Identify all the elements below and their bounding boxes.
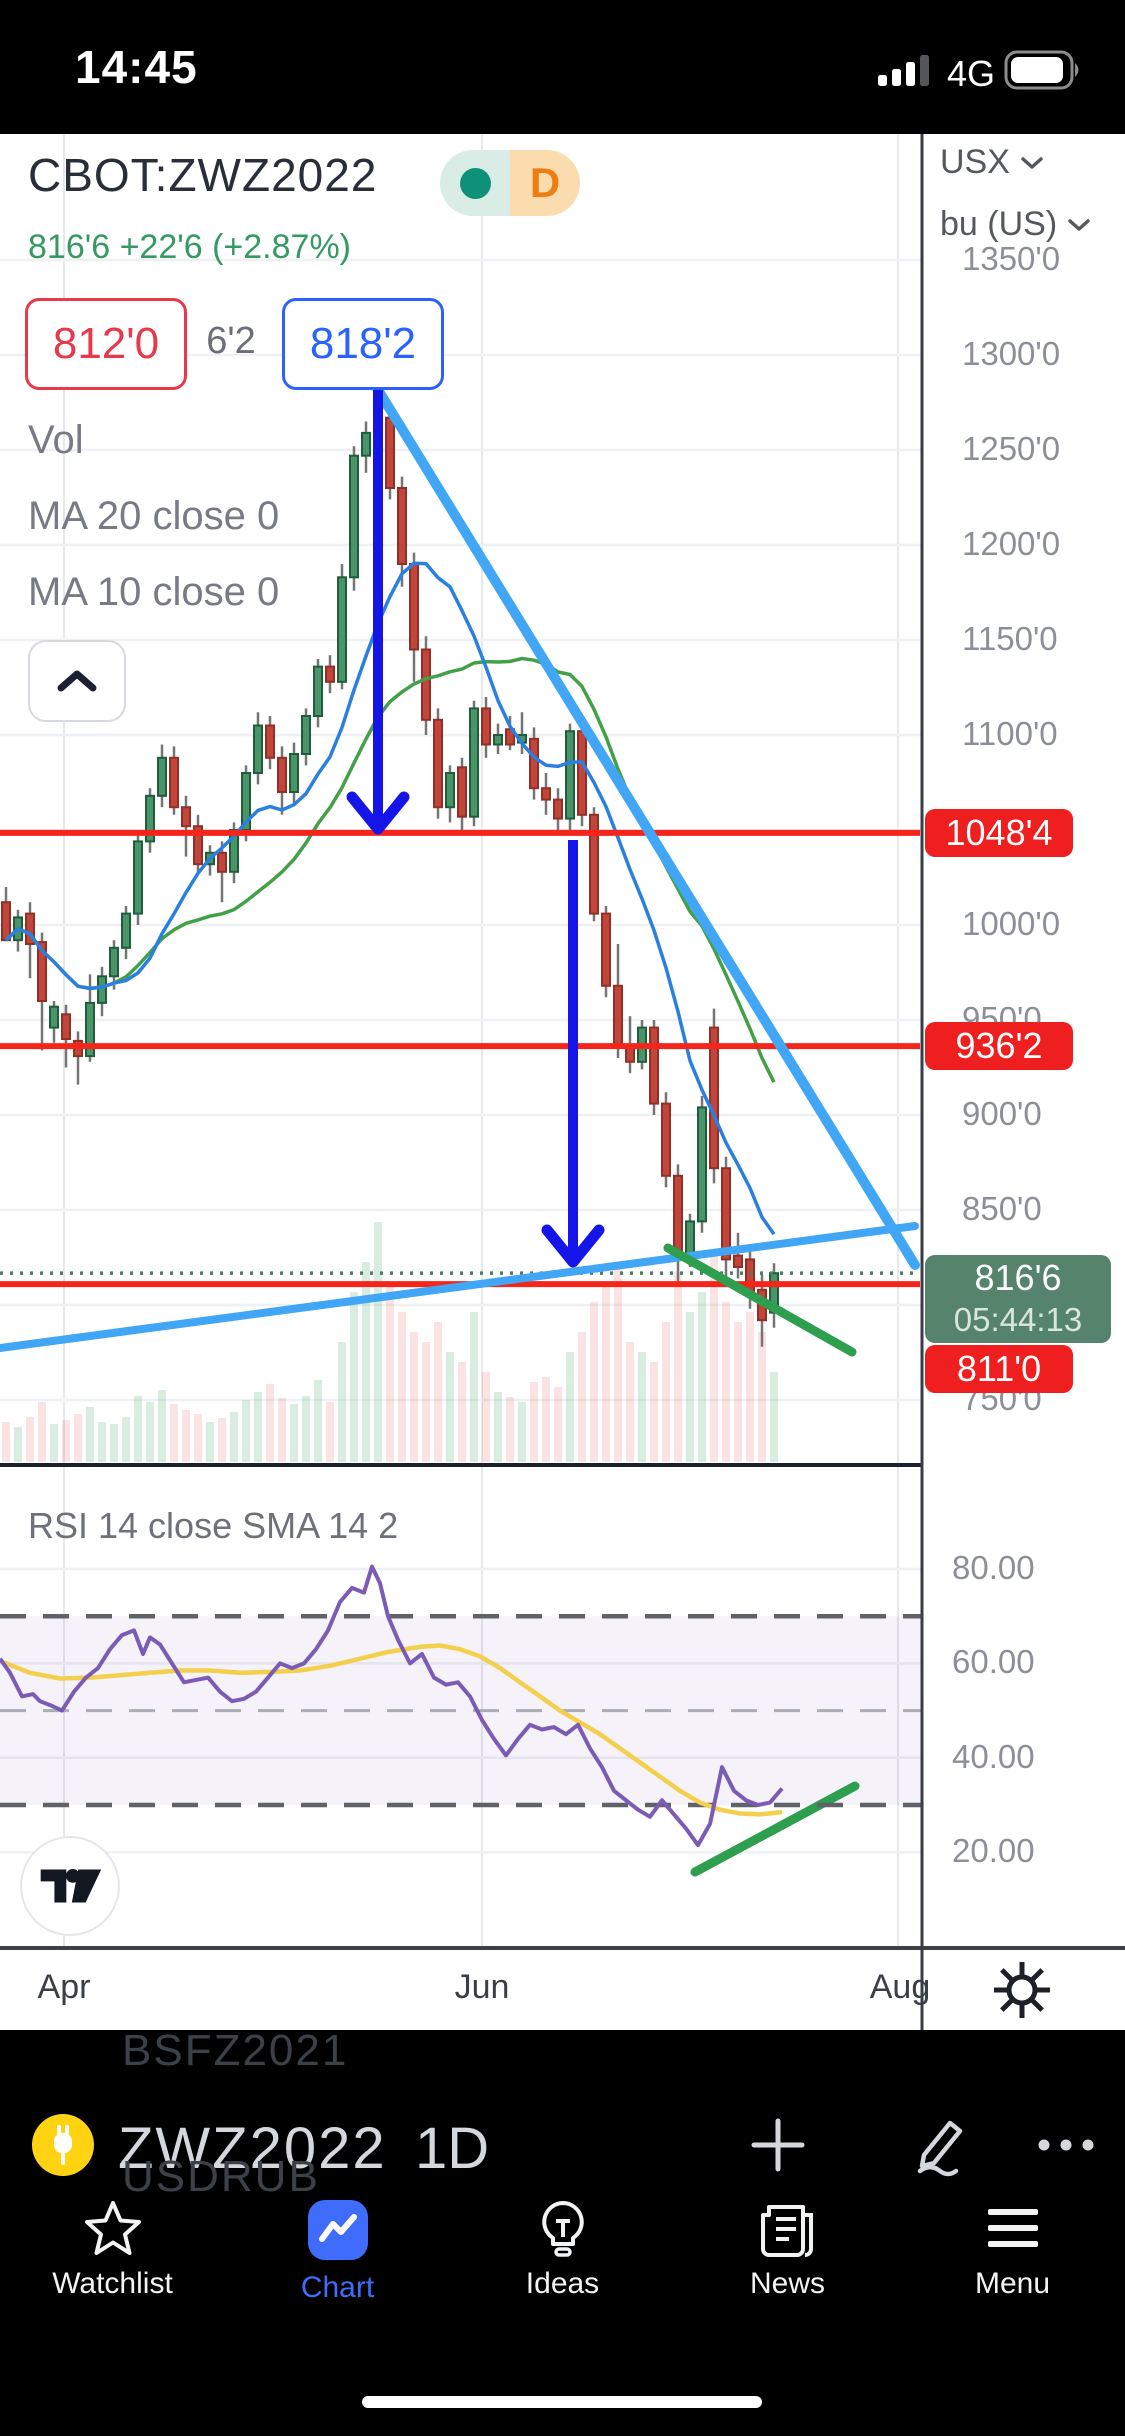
chevron-up-icon bbox=[57, 670, 97, 692]
rsi-tick: 20.00 bbox=[952, 1832, 1035, 1870]
ask-button[interactable]: 818'2 bbox=[282, 298, 444, 390]
measure-unit-value: bu (US) bbox=[940, 205, 1058, 243]
price-change-line: 816'6 +22'6 (+2.87%) bbox=[28, 228, 351, 266]
collapse-legend-button[interactable] bbox=[28, 640, 126, 722]
price-tick: 1250'0 bbox=[962, 430, 1061, 467]
price-tick: 1350'0 bbox=[962, 240, 1061, 277]
lightbulb-icon bbox=[541, 2201, 584, 2257]
ma20-indicator-label[interactable]: MA 20 close 0 bbox=[28, 494, 280, 538]
price-level-chip: 811'0 bbox=[925, 1345, 1073, 1393]
interval-badge[interactable]: D bbox=[510, 150, 580, 216]
rsi-tick: 40.00 bbox=[952, 1737, 1035, 1775]
draw-button[interactable] bbox=[900, 2107, 976, 2183]
spread-label: 6'2 bbox=[206, 319, 256, 362]
tab-news[interactable]: News bbox=[675, 2185, 900, 2345]
status-bar: 14:45 4G bbox=[0, 0, 1125, 134]
market-status-half bbox=[440, 150, 510, 216]
price-tick: 900'0 bbox=[962, 1095, 1042, 1132]
chevron-down-icon bbox=[1021, 156, 1043, 169]
rsi-indicator-label[interactable]: RSI 14 close SMA 14 2 bbox=[28, 1505, 399, 1546]
tradingview-logo-icon bbox=[40, 1869, 102, 1903]
price-level-chip: 1048'4 bbox=[925, 809, 1073, 857]
time-tick: Jun bbox=[454, 1968, 510, 2006]
more-button[interactable] bbox=[1028, 2107, 1104, 2183]
wheat-plug-icon bbox=[54, 2125, 72, 2165]
unit-dropdown-value: USX bbox=[940, 143, 1010, 181]
volume-indicator-label[interactable]: Vol bbox=[28, 418, 84, 462]
plus-icon bbox=[751, 2118, 805, 2172]
time-tick: Aug bbox=[869, 1968, 931, 2006]
tab-bar: Watchlist Chart Ideas bbox=[0, 2185, 1125, 2345]
signal-strength-icon bbox=[878, 55, 929, 86]
tradingview-logo[interactable] bbox=[20, 1836, 120, 1936]
network-type-label: 4G bbox=[947, 53, 995, 94]
home-indicator[interactable] bbox=[362, 2396, 762, 2408]
previous-symbol-item[interactable]: BSFZ2021 bbox=[122, 2030, 349, 2075]
tab-label: Chart bbox=[300, 2271, 375, 2304]
market-open-dot-icon bbox=[459, 167, 491, 199]
current-interval-label[interactable]: 1D bbox=[415, 2116, 490, 2181]
chart-settings-sun-icon[interactable] bbox=[994, 1962, 1050, 2018]
measure-unit-dropdown[interactable]: bu (US) bbox=[940, 205, 1091, 244]
ma10-indicator-label[interactable]: MA 10 close 0 bbox=[28, 570, 280, 614]
tab-menu[interactable]: Menu bbox=[900, 2185, 1125, 2345]
tab-label: News bbox=[749, 2267, 825, 2300]
price-level-chip: 936'2 bbox=[925, 1022, 1073, 1070]
bar-countdown: 05:44:13 bbox=[953, 1301, 1083, 1338]
price-tick: 1150'0 bbox=[962, 620, 1058, 657]
next-symbol-item[interactable]: USDRUB bbox=[122, 2152, 320, 2201]
chart-tab-icon bbox=[307, 2200, 368, 2260]
tab-ideas[interactable]: Ideas bbox=[450, 2185, 675, 2345]
price-tick: 1100'0 bbox=[962, 715, 1058, 752]
rsi-tick: 80.00 bbox=[952, 1549, 1035, 1586]
unit-dropdown[interactable]: USX bbox=[940, 143, 1044, 182]
star-icon bbox=[84, 2201, 141, 2255]
tab-label: Ideas bbox=[525, 2267, 600, 2300]
current-symbol-label[interactable]: ZWZ2022 bbox=[118, 2116, 387, 2181]
last-price-chip: 816'6 05:44:13 bbox=[925, 1255, 1111, 1343]
current-symbol-row[interactable]: ZWZ2022 1D bbox=[0, 2085, 1125, 2205]
symbol-title[interactable]: CBOT:ZWZ2022 bbox=[28, 149, 378, 201]
ellipsis-icon bbox=[1038, 2139, 1094, 2151]
market-status-interval-pill[interactable]: D bbox=[440, 150, 580, 216]
battery-icon bbox=[1004, 50, 1079, 90]
bid-button[interactable]: 812'0 bbox=[25, 298, 187, 390]
hamburger-menu-icon bbox=[987, 2209, 1038, 2247]
price-tick: 1300'0 bbox=[962, 335, 1061, 372]
price-tick: 850'0 bbox=[962, 1190, 1042, 1227]
pencil-icon bbox=[917, 2120, 963, 2177]
rsi-tick: 60.00 bbox=[952, 1643, 1035, 1681]
last-price-value: 816'6 bbox=[974, 1257, 1062, 1298]
tab-label: Menu bbox=[974, 2267, 1051, 2300]
tab-chart[interactable]: Chart bbox=[225, 2185, 450, 2345]
time-tick: Apr bbox=[37, 1968, 91, 2006]
newspaper-icon bbox=[760, 2205, 813, 2257]
chevron-down-icon bbox=[1068, 218, 1090, 231]
add-button[interactable] bbox=[740, 2107, 816, 2183]
tab-label: Watchlist bbox=[52, 2267, 173, 2300]
symbol-logo bbox=[32, 2114, 94, 2176]
price-tick: 1000'0 bbox=[962, 905, 1061, 942]
price-tick: 1200'0 bbox=[962, 525, 1061, 562]
status-time: 14:45 bbox=[75, 41, 198, 93]
tab-watchlist[interactable]: Watchlist bbox=[0, 2185, 225, 2345]
